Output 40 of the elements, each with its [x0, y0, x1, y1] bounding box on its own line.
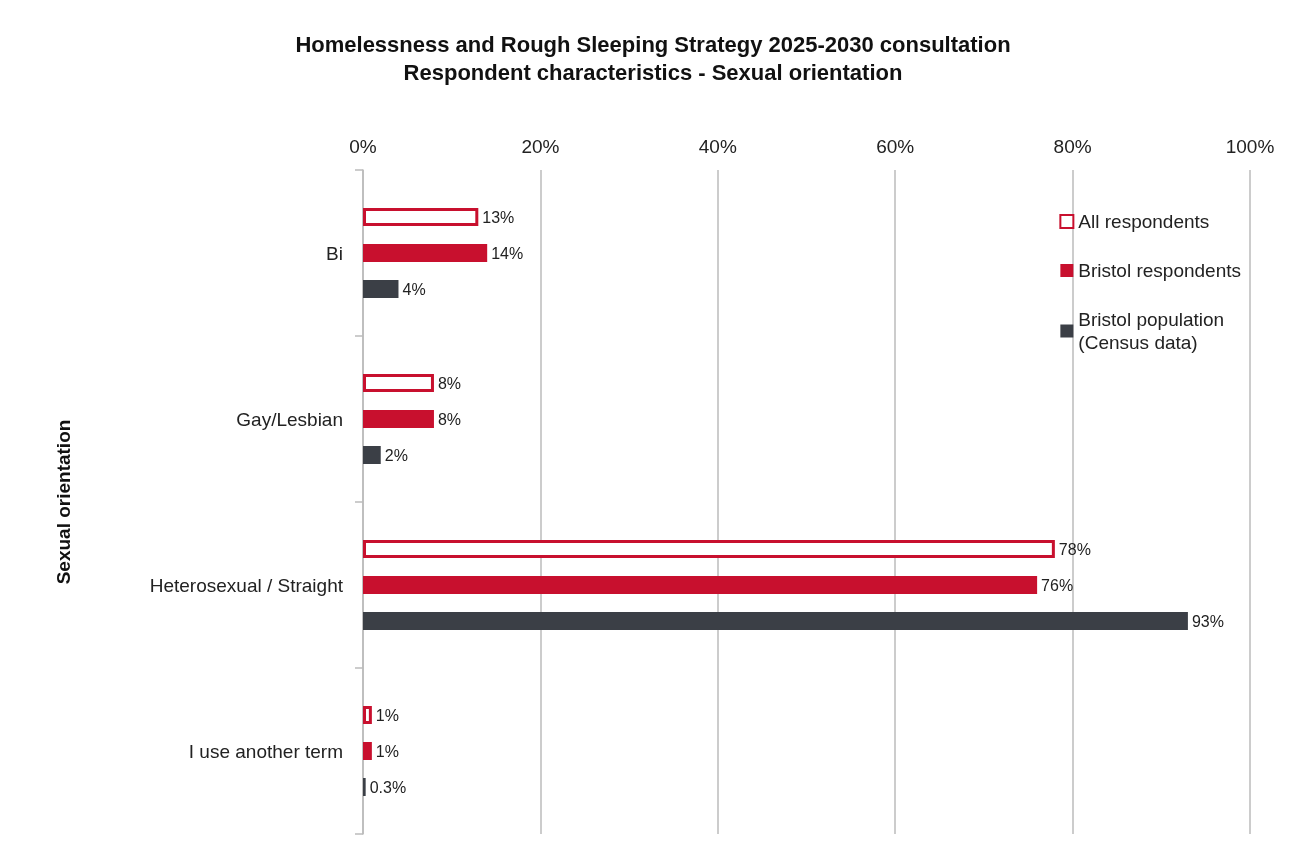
bar — [363, 706, 372, 724]
data-label: 4% — [402, 280, 426, 298]
bar — [363, 446, 381, 464]
bar — [363, 208, 479, 226]
bar — [363, 576, 1038, 594]
bar — [363, 374, 434, 392]
bar — [363, 244, 488, 262]
data-label: 0.3% — [369, 778, 407, 796]
data-label: 13% — [482, 208, 515, 226]
bar — [363, 280, 399, 298]
y-tick-label: I use another term — [188, 740, 343, 762]
data-label: 76% — [1041, 576, 1074, 594]
x-tick-label: 20% — [521, 136, 560, 157]
legend-label: Bristol population (Census data) — [1078, 309, 1225, 353]
x-tick-label: 60% — [876, 136, 915, 157]
data-label: 8% — [437, 374, 462, 392]
y-axis-title: Sexual orientation — [53, 419, 74, 585]
data-label: 14% — [491, 244, 524, 262]
bar — [363, 410, 434, 428]
x-tick-label: 40% — [698, 136, 737, 157]
x-tick-label: 100% — [1225, 136, 1275, 157]
data-label: 78% — [1058, 540, 1091, 558]
data-label: 2% — [384, 446, 408, 464]
data-label: 8% — [437, 410, 462, 428]
bar — [363, 778, 366, 796]
bar — [363, 742, 372, 760]
y-tick-label: Bi — [326, 242, 343, 264]
data-label: 93% — [1191, 612, 1224, 630]
chart-subtitle: Respondent characteristics - Sexual orientation — [403, 59, 903, 85]
legend-label: All respondents — [1078, 211, 1210, 232]
chart-title: Homelessness and Rough Sleeping Strategy 2025-2030 consultation — [295, 31, 1011, 57]
bar — [363, 612, 1188, 630]
legend-label: Bristol respondents — [1078, 260, 1242, 281]
bar — [363, 540, 1055, 558]
x-tick-label: 80% — [1053, 136, 1092, 157]
y-tick-label: Gay/Lesbian — [236, 408, 343, 430]
x-tick-label: 0% — [349, 136, 377, 157]
data-label: 1% — [375, 706, 399, 724]
y-tick-label: Heterosexual / Straight — [149, 574, 344, 596]
data-label: 1% — [375, 742, 399, 760]
